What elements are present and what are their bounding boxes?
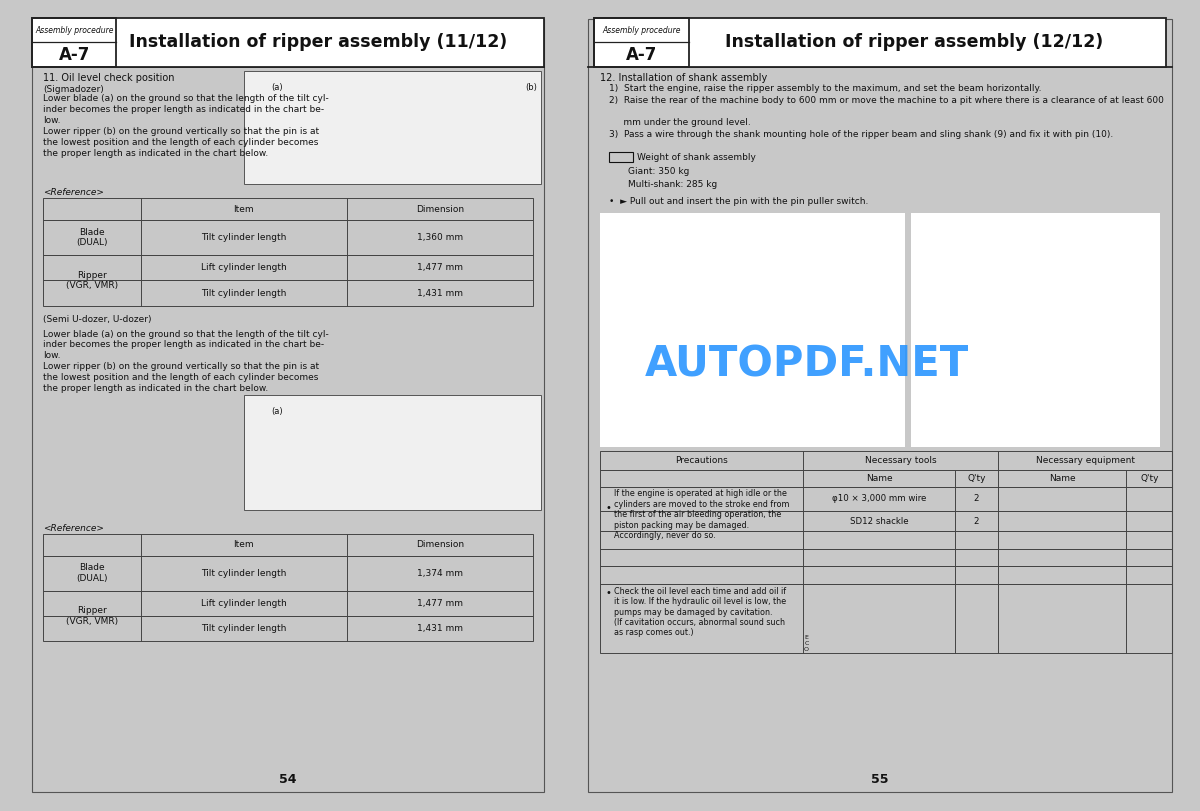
- Text: Name: Name: [866, 474, 893, 483]
- Bar: [32, 18, 116, 67]
- Text: inder becomes the proper length as indicated in the chart be-: inder becomes the proper length as indic…: [43, 105, 324, 114]
- Bar: [600, 511, 1172, 531]
- Bar: [600, 487, 1172, 511]
- Text: A-7: A-7: [59, 46, 90, 64]
- Bar: [594, 18, 689, 67]
- Text: the lowest position and the length of each cylinder becomes: the lowest position and the length of ea…: [43, 373, 318, 382]
- Text: 1,431 mm: 1,431 mm: [416, 289, 463, 298]
- Text: low.: low.: [43, 116, 60, 125]
- Text: Installation of ripper assembly (11/12): Installation of ripper assembly (11/12): [128, 33, 508, 51]
- Text: the proper length as indicated in the chart below.: the proper length as indicated in the ch…: [43, 149, 268, 158]
- Text: Tilt cylinder length: Tilt cylinder length: [202, 569, 287, 577]
- Bar: [911, 213, 1160, 447]
- Text: 1,477 mm: 1,477 mm: [416, 264, 463, 272]
- Text: Lower blade (a) on the ground so that the length of the tilt cyl-: Lower blade (a) on the ground so that th…: [43, 94, 329, 104]
- Text: <Reference>: <Reference>: [43, 188, 103, 197]
- Text: mm under the ground level.: mm under the ground level.: [610, 118, 751, 127]
- Bar: [32, 18, 544, 67]
- Text: Giant: 350 kg: Giant: 350 kg: [628, 167, 689, 176]
- Bar: [600, 549, 1172, 566]
- Bar: [245, 395, 541, 510]
- Bar: [43, 221, 533, 255]
- Bar: [43, 281, 533, 306]
- Bar: [600, 584, 1172, 653]
- Text: Tilt cylinder length: Tilt cylinder length: [202, 624, 287, 633]
- Text: 54: 54: [280, 773, 296, 786]
- Text: SD12 shackle: SD12 shackle: [850, 517, 908, 526]
- Text: (Sigmadozer): (Sigmadozer): [43, 85, 103, 94]
- Text: 1)  Start the engine, raise the ripper assembly to the maximum, and set the beam: 1) Start the engine, raise the ripper as…: [610, 84, 1042, 93]
- Text: •: •: [605, 587, 611, 598]
- Text: Precautions: Precautions: [676, 456, 728, 465]
- Text: inder becomes the proper length as indicated in the chart be-: inder becomes the proper length as indic…: [43, 341, 324, 350]
- Text: φ10 × 3,000 mm wire: φ10 × 3,000 mm wire: [832, 495, 926, 504]
- Bar: [600, 470, 1172, 487]
- Bar: [43, 534, 533, 556]
- Text: Dimension: Dimension: [416, 204, 464, 214]
- Text: Blade
(DUAL): Blade (DUAL): [76, 564, 108, 583]
- Bar: [610, 152, 632, 162]
- Bar: [43, 590, 533, 616]
- Text: (a): (a): [271, 407, 283, 416]
- Text: Necessary equipment: Necessary equipment: [1036, 456, 1134, 465]
- Text: 2: 2: [973, 517, 979, 526]
- Text: Item: Item: [234, 540, 254, 549]
- Text: 2)  Raise the rear of the machine body to 600 mm or move the machine to a pit wh: 2) Raise the rear of the machine body to…: [610, 96, 1164, 105]
- Text: Tilt cylinder length: Tilt cylinder length: [202, 234, 287, 242]
- Text: 11. Oil level check position: 11. Oil level check position: [43, 73, 174, 83]
- Text: Lift cylinder length: Lift cylinder length: [200, 599, 287, 607]
- Text: Lower ripper (b) on the ground vertically so that the pin is at: Lower ripper (b) on the ground verticall…: [43, 363, 319, 371]
- Text: Assembly procedure: Assembly procedure: [602, 26, 680, 35]
- Text: Installation of ripper assembly (12/12): Installation of ripper assembly (12/12): [725, 33, 1103, 51]
- Text: Necessary tools: Necessary tools: [865, 456, 936, 465]
- Text: (a): (a): [271, 84, 283, 92]
- Bar: [43, 198, 533, 221]
- Text: 1,431 mm: 1,431 mm: [416, 624, 463, 633]
- Text: 1,360 mm: 1,360 mm: [416, 234, 463, 242]
- Text: Check the oil level each time and add oil if
it is low. If the hydraulic oil lev: Check the oil level each time and add oi…: [613, 587, 786, 637]
- Bar: [600, 531, 1172, 549]
- Text: AUTOPDF.NET: AUTOPDF.NET: [646, 344, 970, 386]
- Text: Dimension: Dimension: [416, 540, 464, 549]
- Text: Item: Item: [234, 204, 254, 214]
- Bar: [43, 255, 533, 281]
- Bar: [600, 451, 1172, 470]
- Text: Ripper
(VGR, VMR): Ripper (VGR, VMR): [66, 271, 118, 290]
- Text: Q'ty: Q'ty: [1140, 474, 1159, 483]
- Text: Weight of shank assembly: Weight of shank assembly: [637, 153, 756, 162]
- Text: A-7: A-7: [626, 46, 658, 64]
- Text: 1,477 mm: 1,477 mm: [416, 599, 463, 607]
- Text: the lowest position and the length of each cylinder becomes: the lowest position and the length of ea…: [43, 138, 318, 147]
- Text: 12. Installation of shank assembly: 12. Installation of shank assembly: [600, 73, 768, 83]
- Bar: [600, 566, 1172, 584]
- Text: Name: Name: [1049, 474, 1075, 483]
- Text: If the engine is operated at high idle or the
cylinders are moved to the stroke : If the engine is operated at high idle o…: [613, 489, 790, 540]
- Bar: [594, 18, 1166, 67]
- Text: low.: low.: [43, 351, 60, 360]
- Bar: [600, 213, 905, 447]
- Text: Tilt cylinder length: Tilt cylinder length: [202, 289, 287, 298]
- Text: •: •: [605, 503, 611, 513]
- Text: Blade
(DUAL): Blade (DUAL): [76, 228, 108, 247]
- Text: Ripper
(VGR, VMR): Ripper (VGR, VMR): [66, 606, 118, 625]
- Text: the proper length as indicated in the chart below.: the proper length as indicated in the ch…: [43, 384, 268, 393]
- Text: Multi-shank: 285 kg: Multi-shank: 285 kg: [628, 180, 716, 189]
- Text: (Semi U-dozer, U-dozer): (Semi U-dozer, U-dozer): [43, 315, 151, 324]
- Text: 1,374 mm: 1,374 mm: [416, 569, 463, 577]
- Text: 2: 2: [973, 495, 979, 504]
- Text: Lower ripper (b) on the ground vertically so that the pin is at: Lower ripper (b) on the ground verticall…: [43, 127, 319, 136]
- Bar: [43, 616, 533, 642]
- Text: Q'ty: Q'ty: [967, 474, 985, 483]
- Text: (b): (b): [524, 84, 536, 92]
- Text: 55: 55: [871, 773, 889, 786]
- Text: Lift cylinder length: Lift cylinder length: [200, 264, 287, 272]
- Text: <Reference>: <Reference>: [43, 524, 103, 533]
- Bar: [245, 71, 541, 184]
- Text: •  ► Pull out and insert the pin with the pin puller switch.: • ► Pull out and insert the pin with the…: [610, 197, 869, 206]
- Bar: [43, 556, 533, 590]
- Text: Assembly procedure: Assembly procedure: [35, 26, 114, 35]
- Text: E
C
O: E C O: [804, 636, 809, 652]
- Text: Lower blade (a) on the ground so that the length of the tilt cyl-: Lower blade (a) on the ground so that th…: [43, 329, 329, 338]
- Text: 3)  Pass a wire through the shank mounting hole of the ripper beam and sling sha: 3) Pass a wire through the shank mountin…: [610, 131, 1114, 139]
